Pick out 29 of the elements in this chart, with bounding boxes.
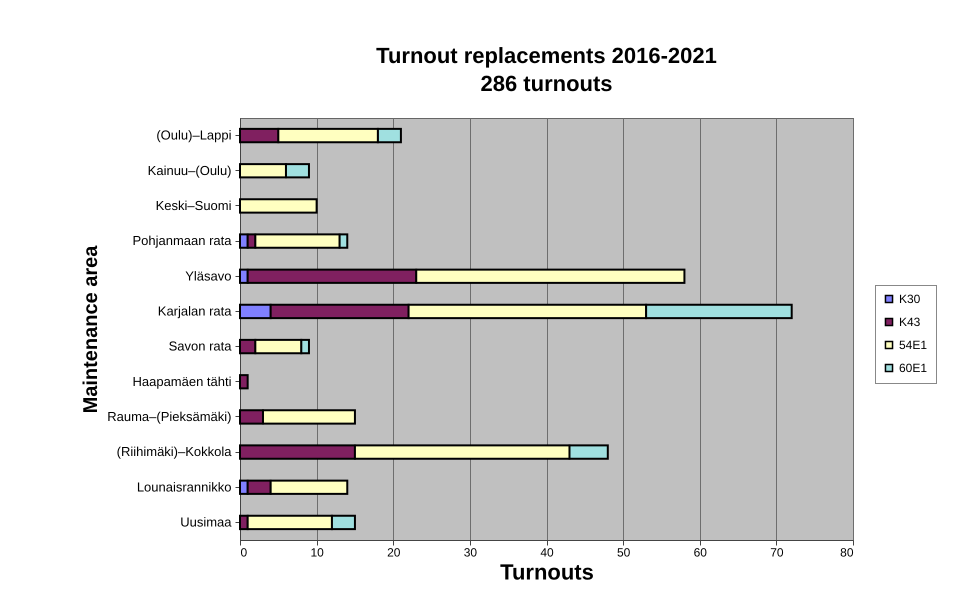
x-tick-label: 10 — [310, 546, 324, 560]
x-tick-label: 0 — [240, 546, 248, 560]
y-tick-label: Rauma–(Pieksämäki) — [107, 408, 232, 424]
x-tick-label: 30 — [464, 546, 478, 560]
x-tick-label: 80 — [840, 546, 854, 560]
y-tick-label: Lounaisrannikko — [136, 479, 232, 494]
legend-label: K30 — [899, 292, 921, 306]
y-axis-title: Maintenance area — [80, 244, 102, 414]
chart-subtitle: 286 turnouts — [480, 71, 613, 96]
y-tick-label: Karjalan rata — [158, 303, 232, 318]
y-tick-label: Pohjanmaan rata — [132, 233, 232, 248]
legend-label: 60E1 — [899, 361, 928, 375]
y-tick-label: Kainuu–(Oulu) — [148, 162, 232, 178]
x-tick-label: 50 — [616, 546, 631, 560]
y-tick-label: (Oulu)–Lappi — [156, 128, 232, 143]
y-tick-label: Savon rata — [168, 338, 232, 354]
x-axis-title: Turnouts — [500, 560, 594, 584]
legend-label: K43 — [899, 315, 921, 329]
x-tick-label: 20 — [387, 546, 401, 560]
legend-label: 54E1 — [899, 338, 928, 352]
x-tick-label: 60 — [694, 546, 708, 560]
y-tick-label: Uusimaa — [180, 514, 232, 530]
y-tick-label: Haapamäen tähti — [132, 374, 232, 389]
y-tick-label: Yläsavo — [185, 268, 232, 284]
y-tick-label: Keski–Suomi — [156, 198, 232, 213]
chart-title: Turnout replacements 2016-2021 — [376, 43, 717, 68]
x-tick-label: 40 — [540, 546, 554, 560]
y-tick-label: (Riihimäki)–Kokkola — [116, 444, 232, 460]
x-tick-label: 70 — [770, 546, 784, 560]
